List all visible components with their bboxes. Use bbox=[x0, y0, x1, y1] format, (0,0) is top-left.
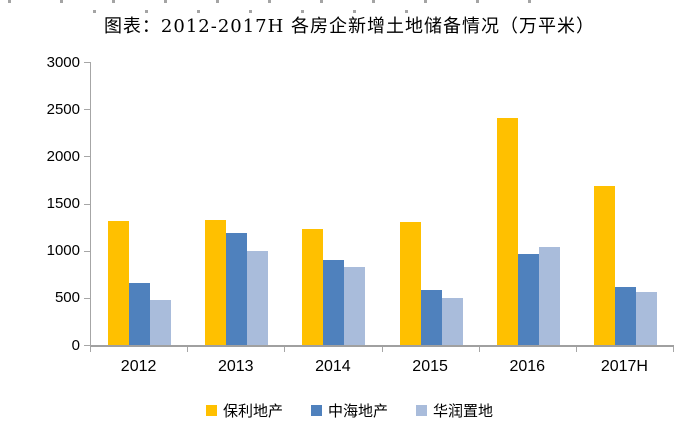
clipped-text-artifact bbox=[93, 10, 443, 13]
bar-series3-2012 bbox=[150, 299, 172, 345]
y-axis-label: 0 bbox=[71, 336, 80, 354]
bar-series1-2016 bbox=[496, 118, 518, 345]
legend-label: 华润置地 bbox=[433, 403, 494, 420]
bar-group-2012 bbox=[91, 62, 188, 345]
bar-group-2016 bbox=[480, 62, 577, 345]
y-axis-label: 1000 bbox=[46, 242, 80, 260]
legend-item-series2: 中海地产 bbox=[310, 400, 388, 421]
x-axis-tick bbox=[381, 347, 383, 352]
bar-series2-2015 bbox=[420, 289, 442, 345]
bar-series2-2016 bbox=[517, 254, 539, 345]
bar-series2-2014 bbox=[323, 260, 345, 345]
x-axis-tick bbox=[673, 347, 674, 352]
x-axis-label-2016: 2016 bbox=[509, 358, 546, 375]
y-axis-tick bbox=[84, 250, 90, 252]
x-axis-tick bbox=[284, 347, 286, 352]
chart-title: 图表：2012-2017H 各房企新增土地储备情况（万平米） bbox=[103, 16, 596, 37]
bar-series3-2014 bbox=[344, 266, 366, 345]
y-axis-tick bbox=[84, 203, 90, 205]
legend-label: 中海地产 bbox=[327, 403, 388, 420]
x-axis-tick bbox=[478, 347, 480, 352]
bar-group-2014 bbox=[285, 62, 382, 345]
y-axis-label: 1500 bbox=[46, 195, 80, 212]
x-axis-label-2017H: 2017H bbox=[600, 358, 648, 375]
bar-series3-2017H bbox=[635, 292, 657, 345]
bar-group-2017H bbox=[577, 62, 674, 345]
y-axis-label: 2000 bbox=[46, 147, 80, 165]
y-axis-tick bbox=[84, 156, 90, 158]
y-axis-label: 3000 bbox=[46, 53, 80, 71]
bar-series3-2015 bbox=[441, 298, 463, 345]
legend-swatch-icon bbox=[416, 405, 427, 416]
y-axis-label: 2500 bbox=[46, 100, 80, 118]
y-axis-tick bbox=[84, 62, 90, 63]
chart-legend: 保利地产 中海地产 华润置地 bbox=[0, 400, 699, 421]
y-axis-tick bbox=[84, 297, 90, 299]
legend-item-series3: 华润置地 bbox=[416, 400, 493, 421]
bar-series1-2012 bbox=[108, 221, 130, 345]
clipped-text-artifact bbox=[8, 0, 568, 3]
x-axis-label-2014: 2014 bbox=[315, 358, 351, 375]
bar-series1-2015 bbox=[399, 222, 421, 345]
bar-series2-2017H bbox=[614, 286, 636, 345]
x-axis-tick bbox=[90, 347, 91, 352]
legend-swatch-icon bbox=[205, 405, 217, 416]
x-axis-tick bbox=[187, 347, 189, 352]
bar-series1-2014 bbox=[302, 229, 324, 345]
x-axis-tick bbox=[575, 347, 577, 352]
y-axis-label: 500 bbox=[54, 289, 80, 307]
bar-series1-2013 bbox=[205, 219, 227, 345]
bar-group-2013 bbox=[188, 62, 285, 345]
y-axis-tick bbox=[84, 345, 90, 346]
y-axis-tick bbox=[84, 109, 90, 111]
plot-area bbox=[90, 62, 674, 347]
legend-item-series1: 保利地产 bbox=[205, 400, 283, 421]
bar-series1-2017H bbox=[593, 185, 615, 345]
x-axis-label-2013: 2013 bbox=[217, 358, 254, 375]
legend-label: 保利地产 bbox=[222, 403, 283, 420]
bar-series2-2012 bbox=[129, 283, 151, 345]
x-axis-label-2015: 2015 bbox=[412, 358, 448, 375]
bar-series3-2016 bbox=[538, 246, 560, 345]
bar-group-2015 bbox=[383, 62, 480, 345]
legend-swatch-icon bbox=[310, 405, 322, 416]
bar-series3-2013 bbox=[247, 250, 269, 345]
bar-series2-2013 bbox=[226, 232, 248, 345]
x-axis-label-2012: 2012 bbox=[120, 358, 157, 375]
